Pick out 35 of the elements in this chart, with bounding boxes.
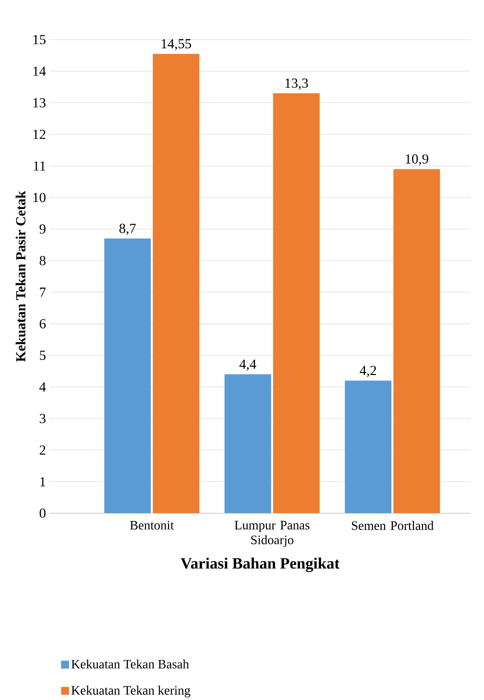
bar bbox=[272, 93, 320, 514]
data-label: 4,4 bbox=[239, 360, 256, 371]
legend-label: Kekuatan Tekan kering bbox=[71, 686, 190, 698]
y-tick-label: 7 bbox=[40, 288, 46, 297]
y-tick-label: 6 bbox=[39, 319, 46, 328]
bar bbox=[344, 380, 392, 514]
y-tick-label: 15 bbox=[33, 34, 46, 44]
y-axis-title: Kekuatan Tekan Pasir Cetak bbox=[15, 190, 26, 362]
y-tick-label: 10 bbox=[33, 192, 46, 202]
y-tick-label: 14 bbox=[33, 66, 46, 76]
bar bbox=[393, 169, 440, 514]
y-tick-label: 0 bbox=[39, 508, 46, 518]
data-label: 13,3 bbox=[285, 78, 308, 90]
legend-label: Kekuatan Tekan Basah bbox=[71, 659, 189, 668]
y-tick-label: 3 bbox=[40, 414, 46, 424]
y-tick-label: 11 bbox=[34, 161, 45, 170]
y-tick-label: 2 bbox=[40, 446, 46, 455]
y-tick-label: 8 bbox=[39, 256, 46, 266]
x-tick-label: Semen Portland bbox=[352, 520, 434, 530]
x-tick-label: Bentonit bbox=[130, 520, 174, 530]
data-label: 4,2 bbox=[360, 366, 376, 378]
y-tick-label: 4 bbox=[39, 382, 46, 392]
y-tick-label: 13 bbox=[33, 98, 46, 108]
data-label: 10,9 bbox=[406, 154, 428, 166]
data-label: 14,55 bbox=[162, 39, 191, 50]
bar bbox=[104, 238, 151, 514]
y-tick-label: 12 bbox=[33, 130, 46, 139]
y-tick-label: 1 bbox=[40, 477, 45, 486]
x-axis-title: Variasi Bahan Pengikat bbox=[180, 558, 340, 572]
y-tick-label: 5 bbox=[40, 350, 46, 360]
y-tick-label: 9 bbox=[39, 224, 46, 234]
data-label: 8,7 bbox=[119, 224, 136, 236]
bar bbox=[152, 54, 200, 514]
x-tick-label: Lumpur Panas Sidoarjo bbox=[234, 520, 310, 547]
bar bbox=[224, 374, 271, 514]
